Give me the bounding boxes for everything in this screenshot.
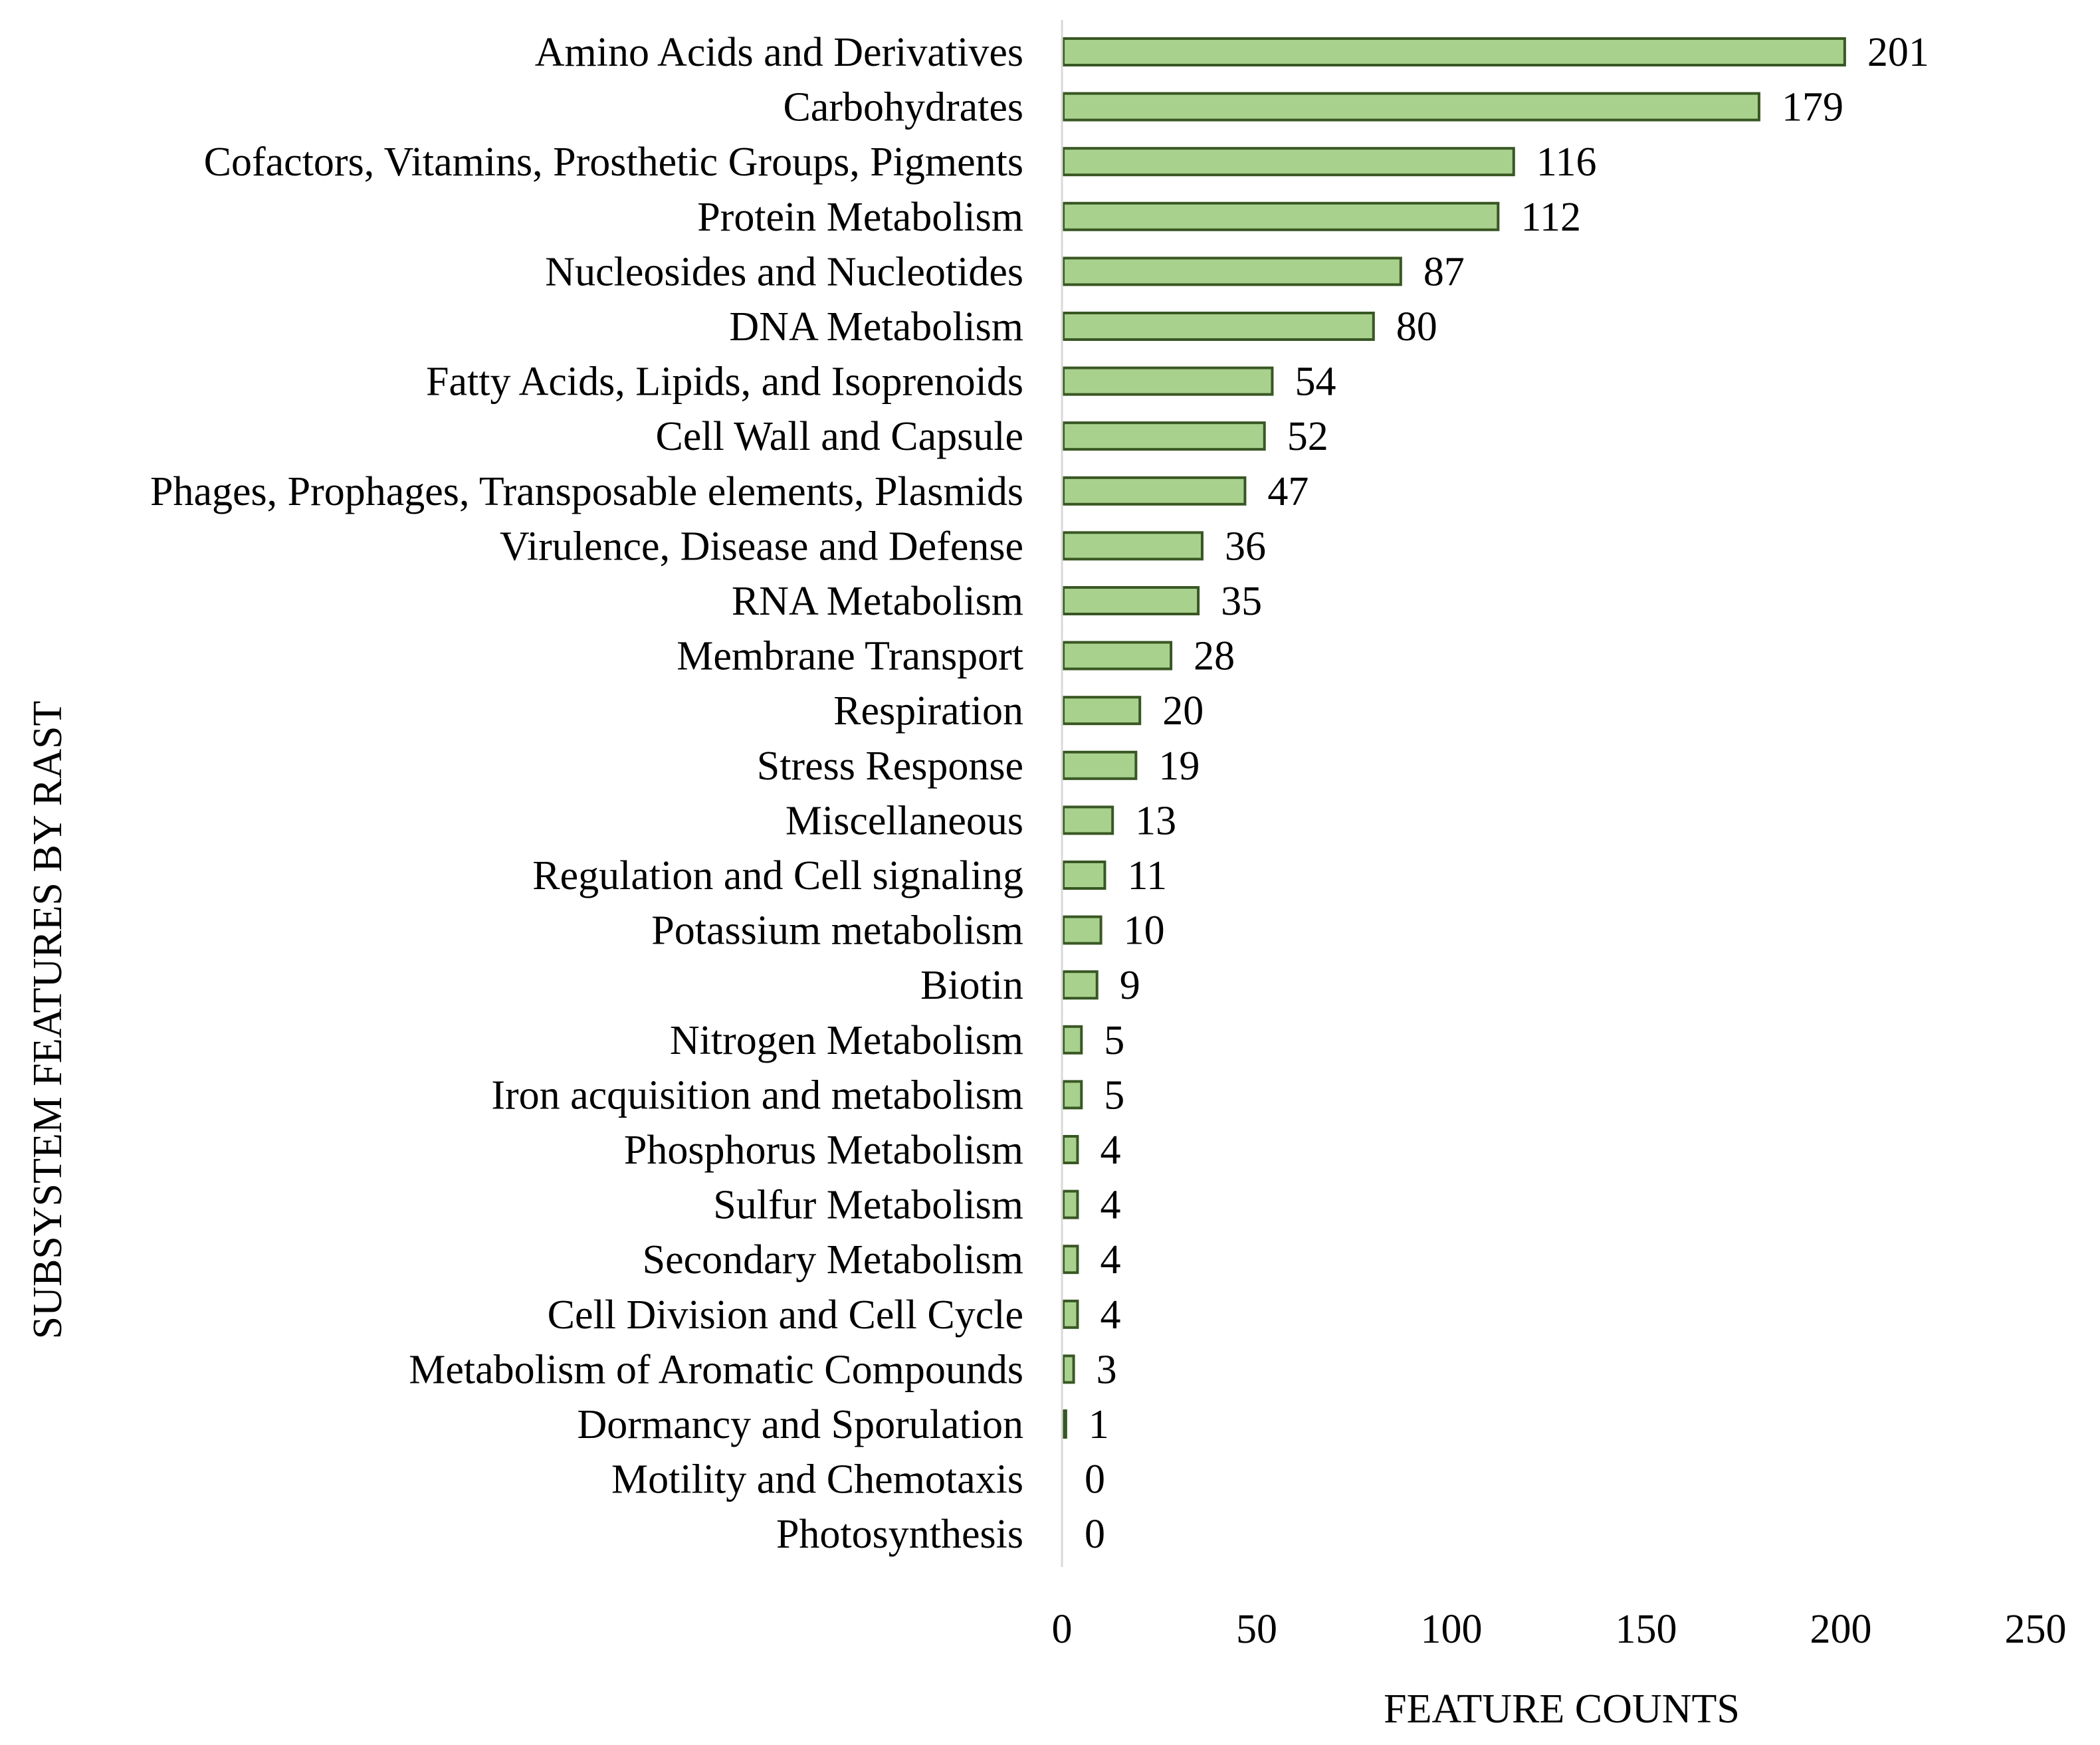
value-labels-layer: 2011791161128780545247363528201913111095… xyxy=(1085,30,1929,1557)
value-label: 201 xyxy=(1867,30,1929,75)
category-label: Miscellaneous xyxy=(786,798,1023,843)
bar xyxy=(1062,201,1500,231)
value-label: 11 xyxy=(1127,853,1167,898)
bar xyxy=(1062,257,1402,286)
value-label: 5 xyxy=(1104,1018,1124,1063)
value-label: 28 xyxy=(1194,634,1235,679)
category-label: Secondary Metabolism xyxy=(643,1237,1023,1283)
bar xyxy=(1062,1299,1079,1329)
bars-layer xyxy=(1062,37,1846,1439)
category-labels-layer: Amino Acids and Derivatives Carbohydrates… xyxy=(150,30,1023,1557)
x-tick-label: 100 xyxy=(1421,1607,1483,1652)
bar xyxy=(1062,1354,1075,1384)
category-label: Fatty Acids, Lipids, and Isoprenoids xyxy=(426,359,1023,405)
bar xyxy=(1062,750,1138,780)
bar xyxy=(1062,696,1142,726)
bar xyxy=(1062,586,1200,615)
value-label: 80 xyxy=(1396,304,1437,350)
category-label: Phages, Prophages, Transposable elements… xyxy=(150,469,1023,514)
value-label: 4 xyxy=(1100,1237,1120,1283)
x-tick-labels-layer: 0 50 100 150 200 250 xyxy=(1052,1607,2067,1652)
x-tick-label: 250 xyxy=(2005,1607,2067,1652)
category-label: Biotin xyxy=(920,963,1023,1008)
x-tick-label: 0 xyxy=(1052,1607,1073,1652)
value-label: 54 xyxy=(1295,359,1336,405)
category-label: Stress Response xyxy=(757,744,1023,789)
value-label: 0 xyxy=(1085,1457,1105,1502)
value-label: 20 xyxy=(1162,688,1204,734)
category-label: DNA Metabolism xyxy=(729,304,1023,350)
category-label: Motility and Chemotaxis xyxy=(611,1457,1023,1502)
bar xyxy=(1062,531,1204,561)
value-label: 5 xyxy=(1104,1073,1124,1118)
bar xyxy=(1062,1135,1079,1164)
value-label: 179 xyxy=(1782,85,1843,130)
value-label: 1 xyxy=(1089,1402,1109,1447)
bar xyxy=(1062,1245,1079,1275)
bar xyxy=(1062,915,1102,945)
value-label: 47 xyxy=(1267,469,1309,514)
category-label: RNA Metabolism xyxy=(732,579,1023,624)
category-label: Carbohydrates xyxy=(783,85,1023,130)
category-label: Cell Wall and Capsule xyxy=(656,414,1024,459)
value-label: 52 xyxy=(1287,414,1328,459)
category-label: Metabolism of Aromatic Compounds xyxy=(409,1347,1023,1392)
value-label: 35 xyxy=(1221,579,1262,624)
bar xyxy=(1062,476,1247,506)
bar xyxy=(1062,366,1274,396)
category-label: Respiration xyxy=(833,688,1023,734)
category-label: Sulfur Metabolism xyxy=(713,1183,1023,1228)
bar xyxy=(1062,147,1515,177)
category-label: Membrane Transport xyxy=(677,634,1023,679)
value-label: 4 xyxy=(1100,1183,1120,1228)
value-label: 0 xyxy=(1085,1512,1105,1557)
bar xyxy=(1062,1189,1079,1219)
category-label: Nitrogen Metabolism xyxy=(670,1018,1023,1063)
value-label: 4 xyxy=(1100,1128,1120,1173)
category-label: Cell Division and Cell Cycle xyxy=(548,1292,1023,1338)
value-label: 87 xyxy=(1423,249,1465,294)
value-label: 19 xyxy=(1158,744,1200,789)
bar xyxy=(1062,37,1846,66)
category-label: Nucleosides and Nucleotides xyxy=(545,249,1023,294)
y-axis-title: SUBSYSTEM FEATURES BY RAST xyxy=(25,701,70,1340)
x-tick-label: 200 xyxy=(1810,1607,1872,1652)
value-label: 36 xyxy=(1225,524,1266,569)
value-label: 10 xyxy=(1124,908,1165,954)
category-label: Potassium metabolism xyxy=(651,908,1023,954)
value-label: 9 xyxy=(1120,963,1140,1008)
category-label: Amino Acids and Derivatives xyxy=(535,30,1023,75)
value-label: 116 xyxy=(1536,140,1597,185)
bar xyxy=(1062,1080,1083,1110)
value-label: 112 xyxy=(1521,195,1581,240)
bar xyxy=(1062,92,1760,122)
category-label: Protein Metabolism xyxy=(697,195,1023,240)
category-label: Iron acquisition and metabolism xyxy=(491,1073,1023,1118)
category-label: Virulence, Disease and Defense xyxy=(500,524,1023,569)
x-axis-title: FEATURE COUNTS xyxy=(1384,1687,1740,1732)
bar xyxy=(1062,312,1375,341)
bar xyxy=(1062,421,1266,451)
x-tick-label: 50 xyxy=(1236,1607,1277,1652)
value-label: 4 xyxy=(1100,1292,1120,1338)
category-label: Dormancy and Sporulation xyxy=(577,1402,1023,1447)
bar xyxy=(1062,970,1099,1000)
category-label: Photosynthesis xyxy=(776,1512,1023,1557)
category-label: Regulation and Cell signaling xyxy=(532,853,1023,898)
bar xyxy=(1062,1409,1067,1439)
value-label: 13 xyxy=(1135,798,1176,843)
value-label: 3 xyxy=(1097,1347,1117,1392)
bar xyxy=(1062,805,1114,835)
category-label: Phosphorus Metabolism xyxy=(624,1128,1023,1173)
bar xyxy=(1062,641,1173,670)
bar xyxy=(1062,861,1106,890)
bar xyxy=(1062,1025,1083,1055)
category-label: Cofactors, Vitamins, Prosthetic Groups, … xyxy=(204,140,1023,185)
x-tick-label: 150 xyxy=(1616,1607,1677,1652)
